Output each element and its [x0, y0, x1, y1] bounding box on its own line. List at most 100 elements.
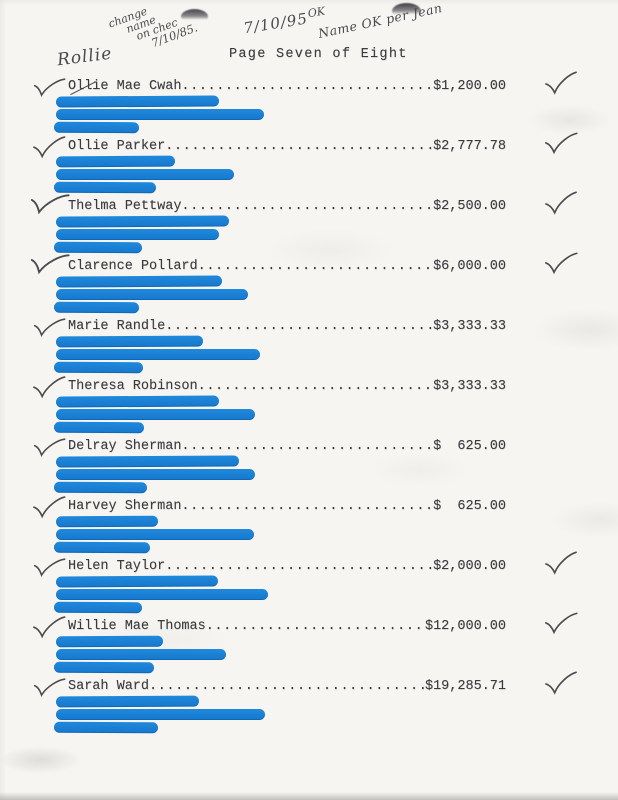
redaction-bar [55, 215, 230, 228]
payee-name: Ollie Mae Cwah [68, 79, 182, 94]
payee-name: Willie Mae Thomas [68, 619, 206, 634]
payee-line: Sarah Ward..............................… [68, 679, 506, 694]
dot-leader: ........................................… [181, 80, 434, 93]
payee-row: Helen Taylor............................… [33, 551, 618, 620]
payee-line: Helen Taylor............................… [68, 559, 506, 574]
payee-line: Ollie Mae Cwah..........................… [68, 79, 506, 94]
dot-leader: ........................................… [197, 260, 433, 273]
redaction-bar [56, 349, 260, 360]
payee-name: Delray Sherman [68, 439, 182, 454]
payee-amount: $12,000.00 [424, 619, 506, 634]
payee-amount: $ 625.00 [433, 499, 506, 514]
checkmark-icon [33, 496, 66, 519]
checkmark-icon [33, 136, 66, 159]
payee-row: Ollie Parker............................… [33, 132, 618, 200]
redaction-bar [56, 529, 254, 540]
redaction-bar [53, 121, 140, 134]
payee-line: Delray Sherman..........................… [68, 439, 506, 454]
payee-row: Clarence Pollard........................… [30, 252, 618, 320]
payee-line: Marie Randle............................… [68, 319, 506, 334]
payee-line: Ollie Parker............................… [68, 139, 506, 154]
dot-leader: ........................................… [181, 440, 434, 453]
redaction-bar [53, 301, 140, 314]
payee-line: Thelma Pettway..........................… [68, 199, 506, 214]
payee-amount: $6,000.00 [433, 259, 506, 274]
redaction-bar [55, 515, 159, 528]
scan-edge-shadow [0, 792, 618, 800]
dot-leader: ........................................… [165, 140, 433, 153]
redaction-bar [56, 289, 248, 300]
checkmark-icon [545, 132, 578, 155]
handwritten-note-name-ok-per-jean: Name OK per Jean [316, 0, 444, 41]
redaction-bar [55, 575, 219, 588]
payee-amount: $19,285.71 [424, 679, 506, 694]
payee-name: Helen Taylor [68, 559, 166, 574]
payee-line: Theresa Robinson........................… [68, 379, 506, 394]
payee-amount: $1,200.00 [433, 79, 506, 94]
redaction-bar [55, 455, 240, 468]
redaction-bar [53, 721, 159, 734]
payee-name: Harvey Sherman [68, 499, 182, 514]
checkmark-icon [545, 252, 578, 275]
payee-row: Ollie Mae Cwah..........................… [33, 71, 618, 140]
redaction-bars [53, 93, 618, 134]
redaction-bars [53, 693, 618, 734]
handwritten-note-change: change name on chec 7/10/85. [107, 0, 200, 60]
checkmark-icon [33, 318, 66, 338]
redaction-bar [53, 181, 157, 194]
payee-amount: $ 625.00 [433, 439, 506, 454]
payee-amount: $2,500.00 [433, 199, 506, 214]
payee-amount: $2,777.78 [433, 139, 506, 154]
redaction-bar [53, 541, 151, 554]
checkmark-icon [30, 254, 70, 275]
redaction-bar [53, 661, 155, 674]
payee-amount: $3,333.33 [433, 379, 506, 394]
payee-row: Delray Sherman..........................… [33, 438, 618, 500]
payee-name: Theresa Robinson [68, 379, 198, 394]
hole-punch-shadow [392, 3, 421, 19]
payee-row: Harvey Sherman..........................… [33, 496, 618, 560]
redaction-bars [53, 333, 618, 374]
redaction-bars [53, 633, 618, 674]
checkmark-icon [545, 191, 577, 215]
checkmark-icon [33, 678, 66, 698]
payee-amount: $3,333.33 [433, 319, 506, 334]
redaction-bar [56, 229, 219, 240]
payee-row: Thelma Pettway..........................… [30, 191, 618, 260]
dot-leader: ........................................… [181, 200, 434, 213]
dot-leader: ........................................… [165, 560, 433, 573]
redaction-bar [55, 335, 204, 348]
checkmark-icon [33, 438, 66, 458]
redaction-bar [55, 95, 220, 108]
redaction-bar [55, 155, 176, 168]
redaction-bar [56, 409, 255, 420]
payee-list: Ollie Mae Cwah..........................… [30, 71, 618, 740]
redaction-bar [55, 395, 220, 408]
payee-row: Sarah Ward..............................… [33, 671, 618, 740]
redaction-bar [53, 481, 148, 494]
payee-name: Ollie Parker [68, 139, 166, 154]
payee-row: Marie Randle............................… [33, 318, 618, 380]
checkmark-icon [545, 551, 577, 575]
payee-name: Sarah Ward [68, 679, 150, 694]
note-date-text: 7/10/95 [242, 9, 310, 38]
redaction-bars [53, 273, 618, 314]
redaction-bar [55, 275, 223, 288]
payee-row: Willie Mae Thomas.......................… [33, 612, 618, 680]
redaction-bar [53, 421, 145, 434]
redaction-bar [56, 469, 255, 480]
checkmark-icon [545, 612, 578, 635]
payee-name: Marie Randle [68, 319, 166, 334]
dot-leader: ........................................… [165, 320, 433, 333]
redaction-bars [53, 393, 618, 434]
redaction-bars [53, 213, 618, 254]
payee-line: Clarence Pollard........................… [68, 259, 506, 274]
handwritten-note-date-ok: 7/10/95OK [242, 5, 327, 38]
checkmark-icon [33, 616, 66, 639]
payee-row: Theresa Robinson........................… [33, 376, 618, 440]
checkmark-icon [33, 78, 66, 98]
checkmark-icon [33, 376, 66, 399]
payee-name: Thelma Pettway [68, 199, 182, 214]
redaction-bars [53, 153, 618, 194]
redaction-bars [53, 573, 618, 614]
